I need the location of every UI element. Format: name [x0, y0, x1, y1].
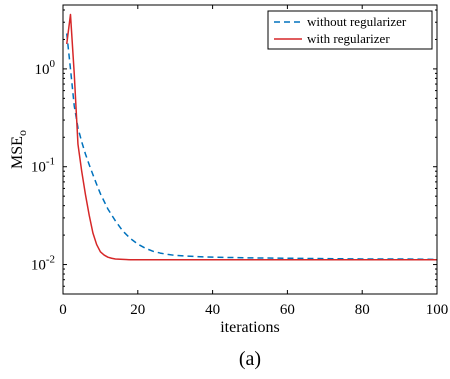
- legend-label-without-regularizer: without regularizer: [307, 14, 407, 29]
- x-tick-label: 0: [59, 302, 67, 318]
- x-tick-label: 20: [130, 302, 145, 318]
- series-layer: [65, 13, 438, 261]
- x-tick-label: 60: [280, 302, 295, 318]
- y-axis-label: MSEo: [9, 130, 29, 169]
- x-tick-label: 80: [355, 302, 370, 318]
- figure-caption: (a): [239, 348, 261, 370]
- series-line-with-regularizer: [65, 13, 437, 261]
- y-tick-label: 10-2: [31, 254, 55, 274]
- legend-label-with-regularizer: with regularizer: [307, 31, 390, 46]
- y-tick-label: 10-1: [31, 156, 55, 176]
- x-tick-label: 40: [205, 302, 220, 318]
- x-axis-label: iterations: [220, 319, 280, 336]
- plot-frame: [62, 4, 438, 295]
- y-tick-label: 100: [35, 58, 56, 78]
- ticks-layer: 0 20 40 60 80 100 10-2 10-1 100: [31, 5, 448, 318]
- legend-box: [267, 10, 433, 50]
- x-tick-label: 100: [426, 302, 449, 318]
- y-axis-label-subscript: o: [15, 130, 29, 136]
- series-line-without-regularizer: [65, 33, 438, 261]
- legend: without regularizer with regularizer: [267, 10, 433, 50]
- y-axis-label-main: MSE: [9, 136, 26, 169]
